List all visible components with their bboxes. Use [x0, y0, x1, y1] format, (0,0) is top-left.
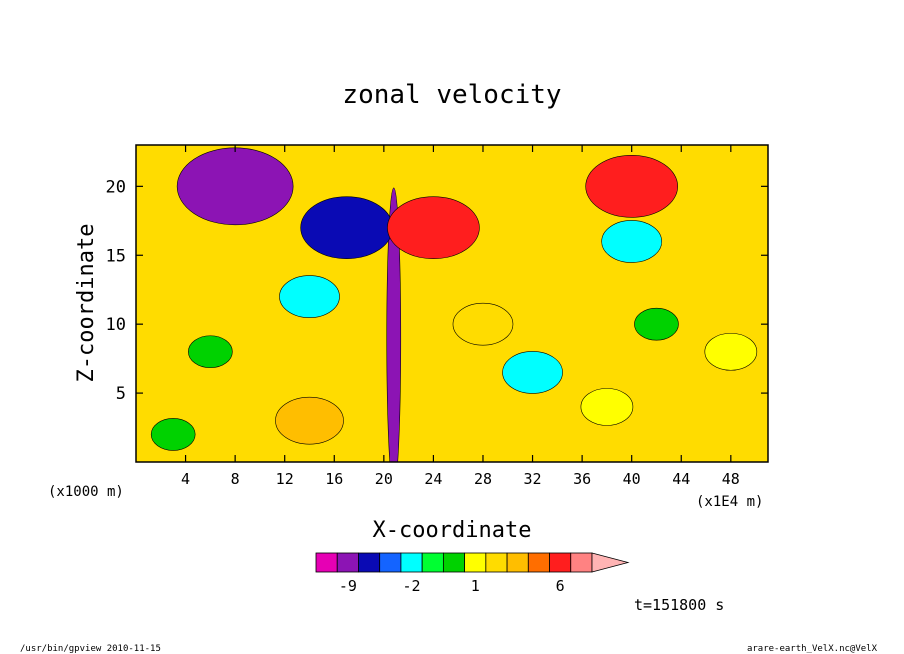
x-tick-label-48: 48 — [722, 470, 740, 488]
x-tick-label-40: 40 — [623, 470, 641, 488]
field-feature-5 — [279, 275, 340, 318]
x-axis-unit: (x1E4 m) — [696, 494, 763, 510]
colorbar-box-9 — [506, 552, 529, 573]
y-axis-unit: (x1000 m) — [48, 484, 124, 500]
footer-right: arare-earth_VelX.nc@VelX — [747, 644, 878, 654]
x-tick-label-36: 36 — [573, 470, 591, 488]
time-label: t=151800 s — [634, 596, 724, 614]
y-tick-label-15: 15 — [106, 246, 126, 266]
field-feature-6 — [502, 351, 563, 394]
field-feature-0 — [386, 187, 402, 462]
field-feature-8 — [634, 307, 679, 341]
x-axis-label: X-coordinate — [373, 518, 532, 543]
x-tick-label-28: 28 — [474, 470, 492, 488]
colorbar-box-6 — [442, 552, 466, 573]
colorbar-box-8 — [485, 552, 508, 573]
footer-left: /usr/bin/gpview 2010-11-15 — [20, 644, 161, 654]
field-feature-12 — [275, 396, 344, 445]
colorbar-extension — [591, 552, 630, 573]
chart-title: zonal velocity — [342, 80, 561, 110]
colorbar-tick-label-0: -9 — [339, 577, 357, 595]
plot-frame — [135, 144, 769, 463]
field-feature-1 — [176, 147, 294, 226]
x-tick-label-12: 12 — [276, 470, 294, 488]
x-tick-label-16: 16 — [325, 470, 343, 488]
field-feature-9 — [188, 335, 233, 369]
colorbar-box-4 — [400, 552, 423, 573]
contour-field — [136, 145, 768, 462]
colorbar-box-12 — [570, 552, 593, 573]
x-tick-label-24: 24 — [424, 470, 442, 488]
colorbar-box-2 — [358, 552, 381, 573]
y-tick-label-20: 20 — [106, 177, 126, 197]
colorbar-box-3 — [379, 552, 402, 573]
colorbar-box-1 — [336, 552, 359, 573]
colorbar-box-11 — [549, 552, 572, 573]
x-axis-ticks: 4 8 12 16 20 24 28 32 36 40 44 48 — [181, 145, 740, 488]
colorbar-box-0 — [315, 552, 338, 573]
colorbar-box-10 — [527, 552, 550, 573]
colorbar-tick-label-1: -2 — [403, 577, 421, 595]
colorbar-box-5 — [421, 552, 444, 573]
field-feature-4 — [585, 155, 678, 218]
colorbar: -9 -2 1 6 — [315, 552, 630, 595]
colorbar-tick-label-3: 6 — [556, 577, 565, 595]
field-feature-2 — [300, 196, 393, 259]
field-feature-13 — [452, 302, 514, 346]
field-feature-14 — [580, 388, 634, 426]
y-tick-label-10: 10 — [106, 315, 126, 335]
y-axis-label: Z-coordinate — [74, 224, 99, 383]
x-tick-label-20: 20 — [375, 470, 393, 488]
x-tick-label-4: 4 — [181, 470, 190, 488]
field-feature-3 — [387, 196, 480, 259]
field-feature-10 — [150, 418, 196, 451]
field-feature-7 — [601, 220, 662, 263]
colorbar-tick-label-2: 1 — [471, 577, 480, 595]
x-tick-label-32: 32 — [524, 470, 542, 488]
y-tick-label-5: 5 — [116, 384, 126, 404]
x-tick-label-44: 44 — [672, 470, 690, 488]
x-tick-label-8: 8 — [231, 470, 240, 488]
y-axis-ticks: 5 10 15 20 — [106, 177, 768, 404]
colorbar-box-7 — [464, 552, 487, 573]
field-feature-11 — [704, 332, 758, 371]
